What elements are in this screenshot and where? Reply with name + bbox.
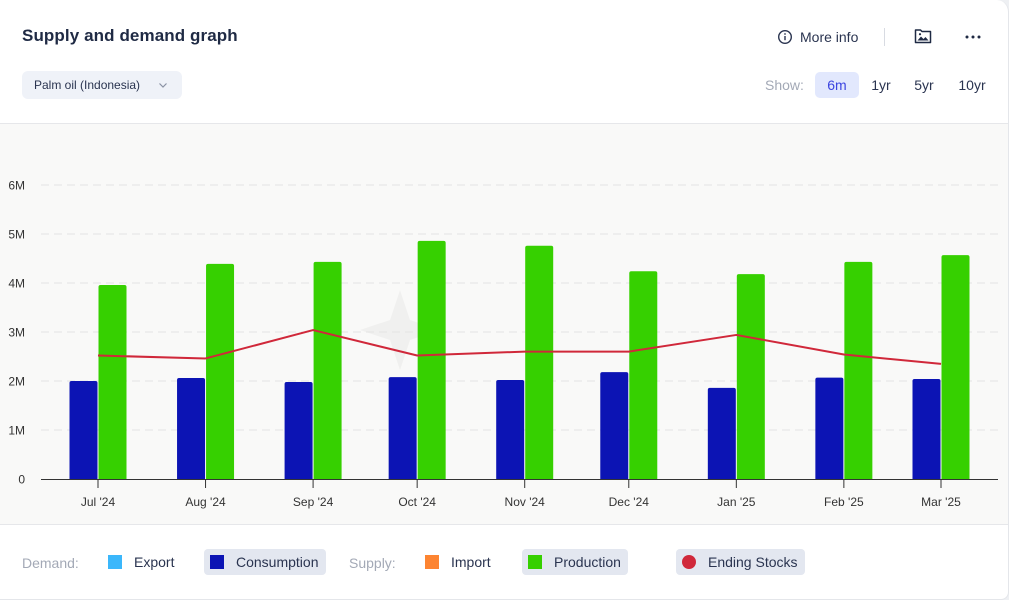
consumption-bar <box>815 377 844 479</box>
x-tick-label: Nov '24 <box>505 495 546 509</box>
legend-label: Import <box>451 554 491 570</box>
show-label: Show: <box>765 77 804 93</box>
range-1yr-button[interactable]: 1yr <box>871 77 891 93</box>
legend-item-consumption[interactable]: Consumption <box>204 549 326 575</box>
legend-item-production[interactable]: Production <box>522 549 628 575</box>
y-tick-label: 2M <box>8 375 25 389</box>
commodity-select-value: Palm oil (Indonesia) <box>34 78 141 92</box>
x-tick-label: Feb '25 <box>824 495 864 509</box>
production-bar <box>629 271 658 479</box>
y-tick-label: 4M <box>8 277 25 291</box>
production-bar <box>206 263 235 479</box>
toolbar-divider <box>884 28 885 46</box>
legend-supply-label: Supply: <box>349 555 396 571</box>
x-tick-label: Sep '24 <box>293 495 334 509</box>
production-swatch-icon <box>528 555 542 569</box>
production-bar <box>98 284 127 479</box>
legend-item-import[interactable]: Import <box>419 549 498 575</box>
consumption-bar <box>912 379 941 479</box>
y-tick-label: 3M <box>8 326 25 340</box>
x-tick-label: Oct '24 <box>398 495 436 509</box>
production-bar <box>941 255 970 479</box>
legend-label: Export <box>134 554 175 570</box>
consumption-bar <box>388 377 417 479</box>
x-tick-label: Mar '25 <box>921 495 961 509</box>
legend-item-export[interactable]: Export <box>102 549 181 575</box>
production-bar <box>417 240 446 479</box>
consumption-swatch-icon <box>210 555 224 569</box>
commodity-select[interactable]: Palm oil (Indonesia) <box>22 71 182 99</box>
consumption-bar <box>69 381 98 479</box>
ending-stocks-swatch-icon <box>682 555 696 569</box>
legend-demand-label: Demand: <box>22 555 79 571</box>
more-horizontal-icon[interactable] <box>964 34 982 40</box>
consumption-bar <box>177 378 206 479</box>
x-tick-label: Aug '24 <box>185 495 226 509</box>
y-tick-label: 5M <box>8 228 25 242</box>
range-10yr-button[interactable]: 10yr <box>958 77 986 93</box>
x-tick-label: Dec '24 <box>609 495 650 509</box>
x-tick-label: Jul '24 <box>81 495 116 509</box>
production-bar <box>736 274 765 479</box>
consumption-bar <box>496 380 525 479</box>
consumption-bar <box>600 372 629 479</box>
chevron-down-icon <box>159 83 167 88</box>
image-icon[interactable] <box>914 28 932 44</box>
legend-label: Consumption <box>236 554 319 570</box>
consumption-bar <box>284 381 313 479</box>
x-tick-label: Jan '25 <box>717 495 756 509</box>
range-6m-button[interactable]: 6m <box>815 72 859 98</box>
more-info-label: More info <box>800 29 859 45</box>
production-bar <box>525 245 554 479</box>
legend-item-ending-stocks[interactable]: Ending Stocks <box>676 549 805 575</box>
page-title: Supply and demand graph <box>22 26 238 45</box>
production-bar <box>844 261 873 479</box>
production-bar <box>313 261 342 479</box>
import-swatch-icon <box>425 555 439 569</box>
chart-legend: Demand: Export Consumption Supply: Impor… <box>0 524 1008 599</box>
y-tick-label: 1M <box>8 424 25 438</box>
y-tick-label: 6M <box>8 179 25 193</box>
watermark-logo <box>360 290 440 370</box>
export-swatch-icon <box>108 555 122 569</box>
more-info-button[interactable]: More info <box>777 27 858 47</box>
consumption-bar <box>707 387 736 479</box>
legend-label: Ending Stocks <box>708 554 798 570</box>
y-tick-label: 0 <box>18 473 25 487</box>
info-circle-icon <box>777 29 793 45</box>
legend-label: Production <box>554 554 621 570</box>
range-5yr-button[interactable]: 5yr <box>914 77 934 93</box>
